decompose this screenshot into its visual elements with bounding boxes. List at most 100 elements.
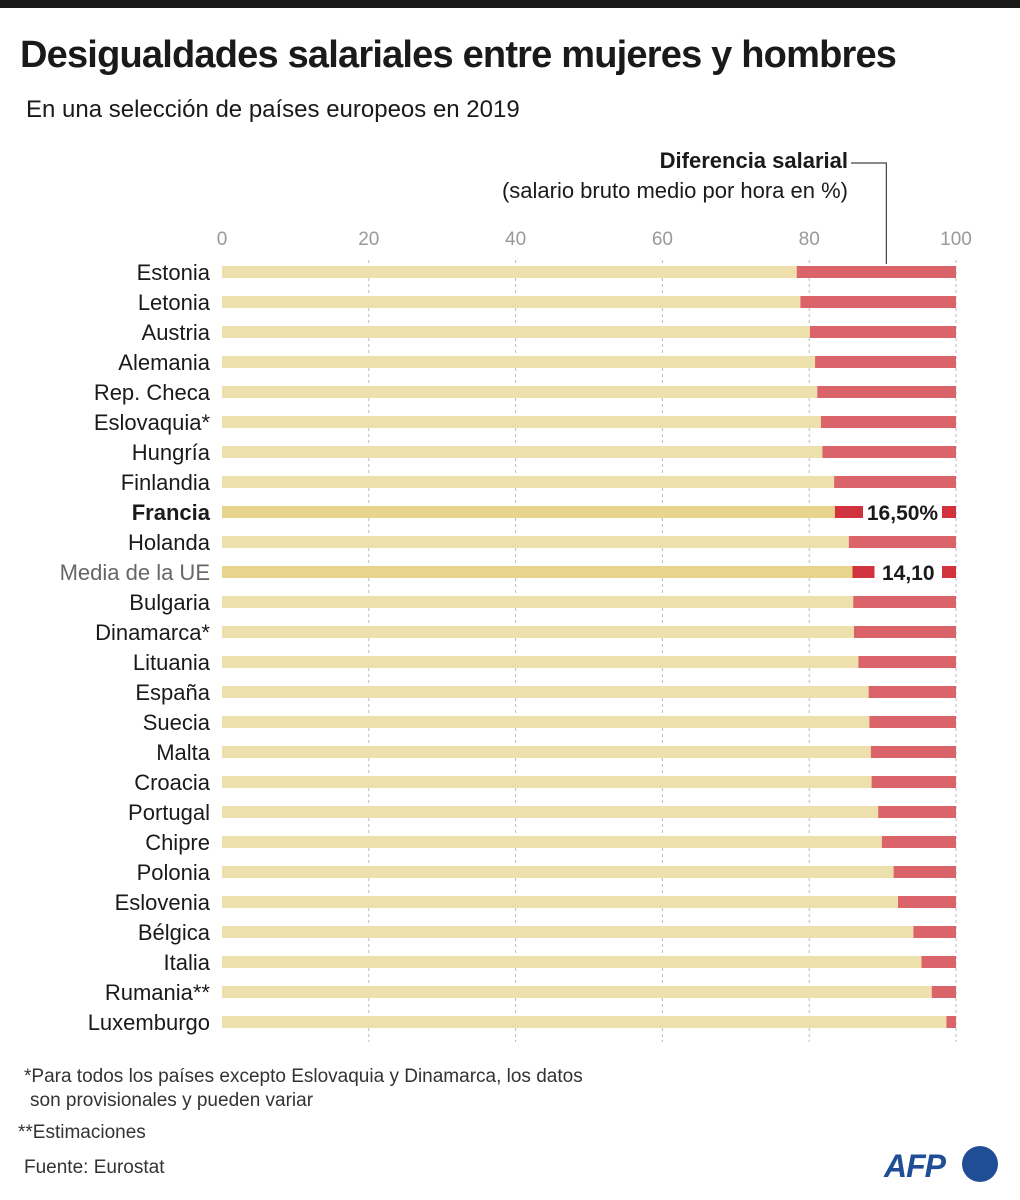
bar-gap-segment — [822, 446, 956, 458]
category-label: Italia — [164, 950, 211, 975]
bar-gap-segment — [898, 896, 956, 908]
bar-gap-segment — [809, 326, 956, 338]
footnote-provisional-cont: son provisionales y pueden variar — [30, 1090, 314, 1111]
category-label: Chipre — [145, 830, 210, 855]
bar-gap-segment — [931, 986, 956, 998]
x-tick-label: 80 — [799, 229, 820, 250]
category-label: Letonia — [138, 290, 211, 315]
bar-chart: 0 20 40 60 80 100 Estonia Letonia Austria Alemani… — [60, 162, 972, 1042]
category-label: Rumania** — [105, 980, 211, 1005]
bar-base-segment — [222, 746, 871, 758]
bar-base-segment — [222, 1016, 947, 1028]
footnote-provisional: *Para todos los países excepto Eslovaqui… — [24, 1066, 583, 1087]
bar-base-segment — [222, 536, 849, 548]
bar-base-segment — [222, 626, 854, 638]
bar-base-segment — [222, 716, 870, 728]
afp-logo-text: AFP — [884, 1148, 946, 1184]
bar-gap-segment — [853, 596, 956, 608]
bar-gap-segment — [878, 806, 956, 818]
bar-gap-segment — [913, 926, 956, 938]
legend-connector — [851, 162, 887, 264]
afp-logo: AFP — [884, 1146, 1000, 1186]
legend-subtitle: (salario bruto medio por hora en %) — [501, 178, 848, 203]
bar-gap-segment — [817, 386, 956, 398]
bar-base-segment — [222, 896, 899, 908]
x-tick-label: 100 — [940, 229, 972, 250]
bar-base-segment — [222, 956, 922, 968]
bar-base-segment — [222, 506, 835, 518]
category-label: España — [135, 680, 210, 705]
value-label: 16,50% — [867, 502, 939, 525]
bar-gap-segment — [820, 416, 956, 428]
category-label: Dinamarca* — [95, 620, 210, 645]
bar-gap-segment — [870, 746, 956, 758]
category-label: Austria — [142, 320, 211, 345]
category-label: Alemania — [118, 350, 210, 375]
bar-gap-segment — [815, 356, 956, 368]
bar-base-segment — [222, 296, 801, 308]
category-label: Eslovaquia* — [94, 410, 211, 435]
category-label: Hungría — [132, 440, 211, 465]
category-label: Estonia — [137, 260, 211, 285]
category-label: Rep. Checa — [94, 380, 211, 405]
bar-base-segment — [222, 866, 894, 878]
category-label: Croacia — [134, 770, 211, 795]
value-label-bg — [863, 499, 942, 525]
x-tick-label: 20 — [358, 229, 379, 250]
value-label: 14,10 — [882, 562, 935, 585]
category-label: Media de la UE — [60, 560, 210, 585]
bar-base-segment — [222, 566, 853, 578]
bar-base-segment — [222, 986, 932, 998]
x-tick-label: 0 — [217, 229, 228, 250]
bar-base-segment — [222, 806, 879, 818]
category-label: Polonia — [137, 860, 211, 885]
bar-gap-segment — [848, 536, 956, 548]
bar-gap-segment — [868, 686, 956, 698]
afp-logo-circle — [962, 1146, 998, 1182]
bar-base-segment — [222, 836, 882, 848]
category-label: Portugal — [128, 800, 210, 825]
bar-gap-segment — [881, 836, 956, 848]
legend-title: Diferencia salarial — [659, 148, 848, 173]
category-label: Malta — [156, 740, 211, 765]
bar-base-segment — [222, 476, 835, 488]
bar-base-segment — [222, 416, 821, 428]
bar-gap-segment — [834, 476, 956, 488]
category-label: Luxemburgo — [88, 1010, 210, 1035]
bar-gap-segment — [946, 1016, 956, 1028]
bar-base-segment — [222, 356, 816, 368]
bar-gap-segment — [893, 866, 956, 878]
category-label: Holanda — [128, 530, 211, 555]
footnote-estimates: **Estimaciones — [18, 1122, 146, 1143]
bar-base-segment — [222, 266, 797, 278]
top-bar — [0, 0, 1020, 8]
chart-title: Desigualdades salariales entre mujeres y… — [20, 34, 897, 76]
category-label: Eslovenia — [115, 890, 211, 915]
bar-gap-segment — [871, 776, 956, 788]
source-note: Fuente: Eurostat — [24, 1157, 165, 1178]
bar-gap-segment — [796, 266, 956, 278]
bar-base-segment — [222, 776, 872, 788]
bar-base-segment — [222, 656, 859, 668]
bar-gap-segment — [869, 716, 956, 728]
bar-gap-segment — [800, 296, 956, 308]
chart-subtitle: En una selección de países europeos en 2… — [26, 96, 520, 123]
bar-gap-segment — [858, 656, 956, 668]
category-label: Bulgaria — [129, 590, 210, 615]
category-label: Bélgica — [138, 920, 211, 945]
bar-base-segment — [222, 686, 869, 698]
bar-base-segment — [222, 926, 914, 938]
category-label: Lituania — [133, 650, 211, 675]
bar-gap-segment — [853, 626, 956, 638]
x-tick-label: 60 — [652, 229, 673, 250]
bar-base-segment — [222, 596, 854, 608]
value-label-bg — [874, 559, 942, 585]
bar-base-segment — [222, 326, 810, 338]
bar-base-segment — [222, 386, 818, 398]
bar-base-segment — [222, 446, 823, 458]
x-tick-label: 40 — [505, 229, 526, 250]
bar-gap-segment — [921, 956, 956, 968]
category-label: Finlandia — [121, 470, 211, 495]
category-label: Suecia — [143, 710, 211, 735]
category-label: Francia — [132, 500, 211, 525]
